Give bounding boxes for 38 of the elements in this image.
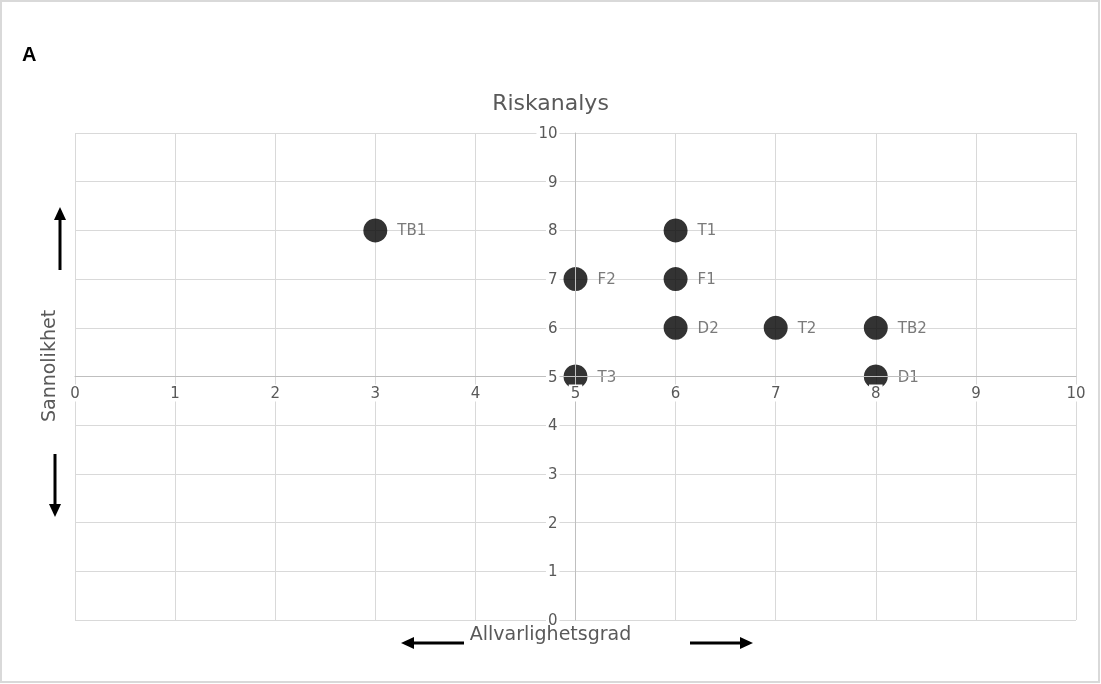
data-label: F1	[697, 270, 716, 289]
point	[663, 218, 688, 243]
data-label: F2	[597, 270, 616, 289]
data-label: TB1	[396, 221, 427, 240]
point	[663, 315, 688, 340]
x-tick-label: 7	[770, 384, 781, 402]
point	[663, 267, 688, 292]
x-tick-label: 4	[470, 384, 481, 402]
data-label: T2	[796, 318, 817, 337]
y-tick-label: 1	[547, 562, 558, 581]
x-tick-label: 0	[70, 384, 80, 402]
y-tick-label: 9	[547, 172, 558, 191]
y-tick-label: 6	[547, 318, 558, 337]
y-tick-label: 8	[547, 221, 558, 240]
x-tick-label: 6	[670, 384, 681, 402]
point	[863, 315, 888, 340]
x-tick-label: 10	[1066, 384, 1086, 402]
y-tick-label: 4	[547, 416, 558, 435]
x-tick-label: 3	[370, 384, 381, 402]
y-tick-label: 7	[547, 270, 558, 289]
data-label: D2	[697, 318, 719, 337]
text: A	[22, 43, 37, 65]
y-tick-label: 2	[547, 513, 558, 532]
point	[763, 315, 788, 340]
x-tick-label: 5	[570, 384, 581, 402]
y-axis-title: Sannolikhet	[37, 309, 59, 423]
y-tick-label: 3	[547, 464, 558, 483]
x-tick-label: 8	[871, 384, 881, 402]
point	[563, 267, 588, 292]
data-label: TB2	[896, 318, 927, 337]
x-tick-label: 9	[971, 384, 981, 402]
chart-title: Riskanalys	[492, 89, 609, 115]
y-tick-label: 5	[547, 367, 558, 386]
x-tick-label: 2	[270, 384, 280, 402]
y-tick-label: 10	[538, 124, 558, 142]
x-tick-label: 1	[170, 384, 180, 402]
point	[363, 218, 388, 243]
data-label: T1	[696, 221, 717, 240]
